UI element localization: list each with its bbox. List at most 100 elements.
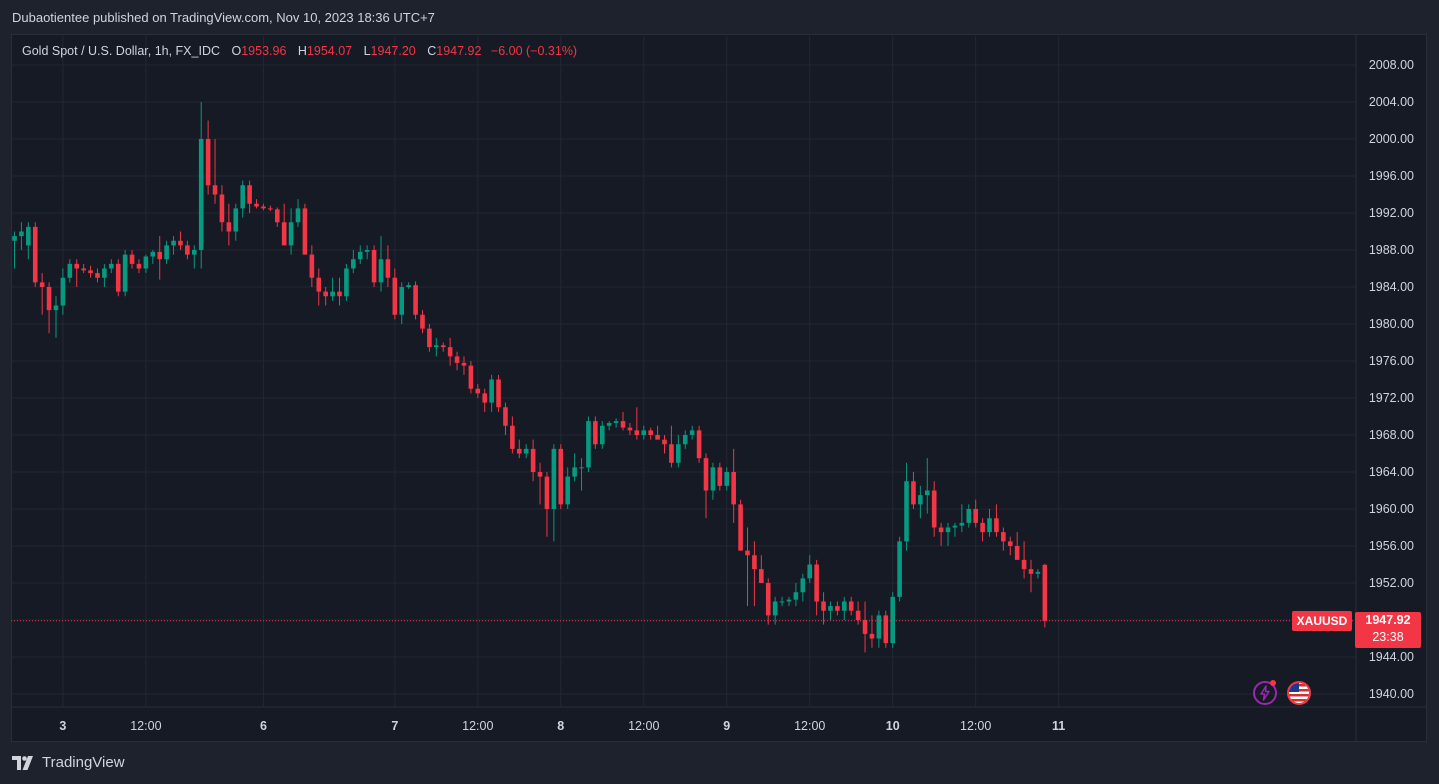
candle-body (717, 467, 723, 486)
candle (489, 374, 494, 412)
candle (67, 259, 73, 283)
candle (710, 462, 716, 500)
candle (198, 102, 204, 269)
candle-body (32, 226, 38, 283)
candle (606, 421, 612, 431)
last-price-tag: 1947.92 23:38 (1355, 612, 1421, 648)
candle-body (226, 222, 232, 232)
candle-body (399, 287, 405, 315)
candle-body (385, 259, 391, 278)
candle (150, 250, 156, 264)
time-tick-label: 12:00 (130, 719, 161, 733)
candle-body (434, 345, 439, 348)
candle (1042, 563, 1048, 628)
candle-body (420, 314, 425, 329)
chart-panel[interactable] (11, 34, 1427, 742)
candle (420, 310, 425, 334)
candle-body (198, 139, 204, 250)
price-tick-label: 1988.00 (1369, 243, 1414, 257)
candle (233, 203, 239, 241)
candle-body (468, 365, 474, 389)
time-tick-label: 6 (260, 719, 267, 733)
candle (171, 236, 176, 255)
candle (136, 259, 142, 274)
candle-body (440, 345, 446, 348)
candle-body (261, 206, 266, 209)
candle-body (489, 379, 494, 403)
candle (247, 180, 252, 213)
candle-body (696, 430, 702, 459)
candle (475, 384, 481, 398)
candle (786, 596, 792, 607)
candle (565, 467, 570, 509)
price-tick-label: 1968.00 (1369, 428, 1414, 442)
candle (205, 120, 211, 195)
candle-body (482, 393, 488, 403)
candle-body (288, 222, 294, 246)
time-tick-label: 12:00 (960, 719, 991, 733)
candle-body (620, 421, 626, 428)
candle (344, 263, 349, 301)
candle-body (88, 270, 93, 274)
candle-body (164, 245, 169, 260)
candle-body (973, 509, 978, 523)
candle (295, 199, 301, 227)
candle-body (26, 226, 31, 246)
candle-body (807, 564, 813, 579)
candle (178, 231, 183, 250)
candle-body (779, 601, 785, 603)
legend-change: −6.00 (−0.31%) (490, 44, 578, 58)
candle-body (931, 490, 937, 528)
time-tick-label: 8 (557, 719, 564, 733)
candle (74, 259, 80, 287)
candle-body (938, 527, 944, 533)
candle (378, 236, 384, 292)
legend-open-label: O (231, 44, 242, 58)
candle-body (67, 263, 73, 278)
candle (703, 453, 709, 519)
candle-body (1035, 571, 1041, 574)
candle (931, 481, 937, 537)
candle-body (323, 291, 328, 297)
candle-body (876, 615, 882, 639)
candle-body (980, 522, 985, 533)
candle (897, 536, 902, 602)
candle-body (710, 467, 716, 491)
candle (323, 287, 328, 306)
candle-body (19, 231, 24, 237)
price-tick-label: 1972.00 (1369, 391, 1414, 405)
footer-bar (0, 742, 1439, 784)
legend-close-label: C (427, 44, 437, 58)
candle (157, 236, 163, 280)
last-price-value: 1947.92 (1365, 613, 1411, 627)
candle-body (523, 448, 529, 454)
candle-body (309, 254, 315, 278)
candle-body (966, 509, 972, 523)
candle (12, 231, 17, 269)
candle-body (599, 425, 605, 445)
candle-body (157, 251, 163, 260)
candle-body (115, 263, 121, 292)
legend-symbol: Gold Spot / U.S. Dollar, 1h, FX_IDC (22, 44, 220, 58)
us-flag-icon[interactable] (1287, 681, 1311, 705)
candle-body (516, 448, 522, 454)
candle-body (786, 599, 792, 602)
candle-body (295, 208, 301, 223)
candle (669, 425, 674, 468)
chart-legend: Gold Spot / U.S. Dollar, 1h, FX_IDC O195… (22, 44, 577, 58)
candle (164, 240, 169, 264)
candle (261, 203, 266, 211)
price-tick-label: 2000.00 (1369, 132, 1414, 146)
candle-body (316, 277, 322, 292)
price-tick-label: 1980.00 (1369, 317, 1414, 331)
lightning-icon[interactable] (1253, 680, 1277, 705)
candle-body (392, 277, 398, 315)
candle (81, 263, 86, 274)
candle (129, 250, 135, 269)
tradingview-brand[interactable]: TradingView (12, 754, 125, 771)
candle (454, 351, 460, 371)
candle-body (219, 194, 225, 223)
candle (143, 254, 149, 274)
candle-body (171, 240, 176, 246)
